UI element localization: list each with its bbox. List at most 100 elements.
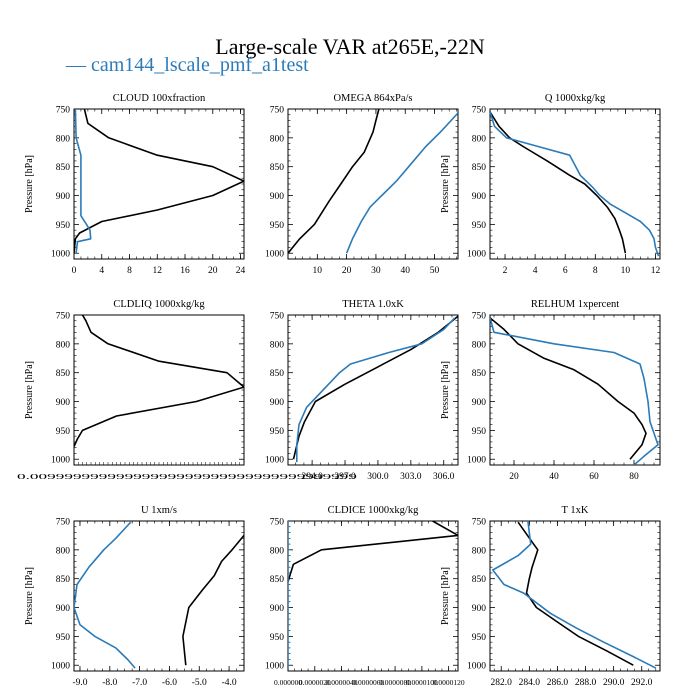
legend-dash: — [66,54,86,76]
panel-title: Q 1000xkg/kg [545,93,606,104]
x-tick-label: 288.0 [575,678,597,688]
panel-title: CLDICE 1000xkg/kg [328,505,419,516]
plot-frame [489,520,661,672]
panel-title: T 1xK [562,505,589,516]
y-tick-label: 950 [56,221,71,231]
plot-frame [73,520,245,672]
panel-title: RELHUM 1xpercent [531,299,619,310]
x-tick-label: 24 [236,266,246,276]
y-tick-label: 950 [270,427,285,437]
x-tick-label: 0.00999999999999999999999999999999999999 [17,473,358,481]
x-tick-label: 6 [563,266,568,276]
x-tick-label: 40 [549,472,559,482]
panel-title: OMEGA 864xPa/s [333,93,412,104]
y-axis-label: Pressure [hPa] [24,361,35,419]
y-tick-label: 850 [56,369,71,379]
x-tick-label: 20 [342,266,352,276]
x-tick-label: 4 [533,266,538,276]
y-tick-label: 750 [56,106,71,116]
plot-frame [287,520,459,672]
y-tick-label: 1000 [467,250,486,260]
y-axis-label: Pressure [hPa] [440,155,451,213]
panel-6: RELHUM 1xpercent Pressure [hPa] 750 800 850 9… [440,299,661,482]
x-tick-label: 0.0000120 [433,678,465,687]
panel-8: CLDICE 1000xkg/kg 750 800 850 900 950 1000 0.00… [265,505,465,687]
y-tick-label: 900 [56,192,71,202]
x-tick-label: 80 [629,472,639,482]
panel-5: THETA 1.0xK 750 800 850 900 950 1000 294.0 297.0… [265,299,459,482]
series-line-model [296,317,456,463]
panel-title: U 1xm/s [141,505,177,516]
x-tick-label: 0.0000100 [406,678,438,687]
panel-1: CLOUD 100xfraction Pressure [hPa] 750 800 85… [24,93,246,276]
x-tick-label: 2 [503,266,508,276]
y-tick-label: 950 [270,221,285,231]
x-tick-label: 0.0000060 [352,678,384,687]
y-tick-label: 800 [472,134,487,144]
y-tick-label: 800 [270,546,285,556]
x-tick-label: 50 [430,266,440,276]
y-tick-label: 850 [270,163,285,173]
y-tick-label: 800 [270,134,285,144]
y-tick-label: 900 [270,192,285,202]
series-line-model [345,112,458,254]
y-tick-label: 950 [270,633,285,643]
series-line-obs [288,109,380,254]
y-tick-label: 800 [270,340,285,350]
x-tick-label: 40 [400,266,410,276]
y-tick-label: 1000 [51,456,70,466]
series-line-model [492,521,657,669]
y-tick-label: 750 [270,106,285,116]
y-tick-label: 850 [472,575,487,585]
y-tick-label: 900 [56,398,71,408]
panel-3: Q 1000xkg/kg Pressure [hPa] 750 800 850 900 95… [440,93,661,276]
x-tick-label: 303.0 [400,472,422,482]
y-tick-label: 800 [56,340,71,350]
x-tick-label: 282.0 [491,678,513,688]
y-tick-label: 900 [472,398,487,408]
x-tick-label: 20 [208,266,218,276]
x-tick-label: 20 [509,472,519,482]
plot-frame [489,314,661,466]
series-line-obs [292,315,458,460]
y-tick-label: 750 [270,312,285,322]
series-line-obs [517,521,634,666]
x-tick-label: 8 [593,266,598,276]
series-line-obs [490,111,627,254]
legend: — cam144_lscale_pmf_a1test [66,54,309,77]
series-line-model [74,521,136,669]
y-axis-label: Pressure [hPa] [24,567,35,625]
y-tick-label: 1000 [265,250,284,260]
series-line-obs [74,109,244,254]
series-line-model [74,109,92,254]
x-tick-label: 0.0000020 [299,678,331,687]
y-tick-label: 850 [56,163,71,173]
y-tick-label: 1000 [51,662,70,672]
y-tick-label: 900 [270,604,285,614]
x-tick-label: 10 [621,266,631,276]
y-tick-label: 900 [270,398,285,408]
x-tick-label: 16 [180,266,190,276]
y-tick-label: 750 [472,518,487,528]
y-tick-label: 900 [472,192,487,202]
panel-title: THETA 1.0xK [342,299,404,310]
y-axis-label: Pressure [hPa] [24,155,35,213]
y-tick-label: 850 [270,369,285,379]
y-tick-label: 900 [472,604,487,614]
x-tick-label: 10 [313,266,323,276]
y-axis-label: Pressure [hPa] [440,567,451,625]
x-tick-label: 294.0 [301,472,323,482]
x-tick-label: -4.0 [222,678,237,688]
y-tick-label: 850 [56,575,71,585]
x-tick-label: 300.0 [367,472,389,482]
y-tick-label: 800 [56,546,71,556]
y-tick-label: 750 [56,518,71,528]
y-tick-label: 950 [56,633,71,643]
series-line-obs [288,521,458,582]
x-tick-label: 0.000000 [274,678,302,687]
y-tick-label: 900 [56,604,71,614]
series-line-obs [74,315,244,447]
legend-label: cam144_lscale_pmf_a1test [91,54,309,76]
x-tick-label: 60 [589,472,599,482]
x-tick-label: 0 [72,266,77,276]
